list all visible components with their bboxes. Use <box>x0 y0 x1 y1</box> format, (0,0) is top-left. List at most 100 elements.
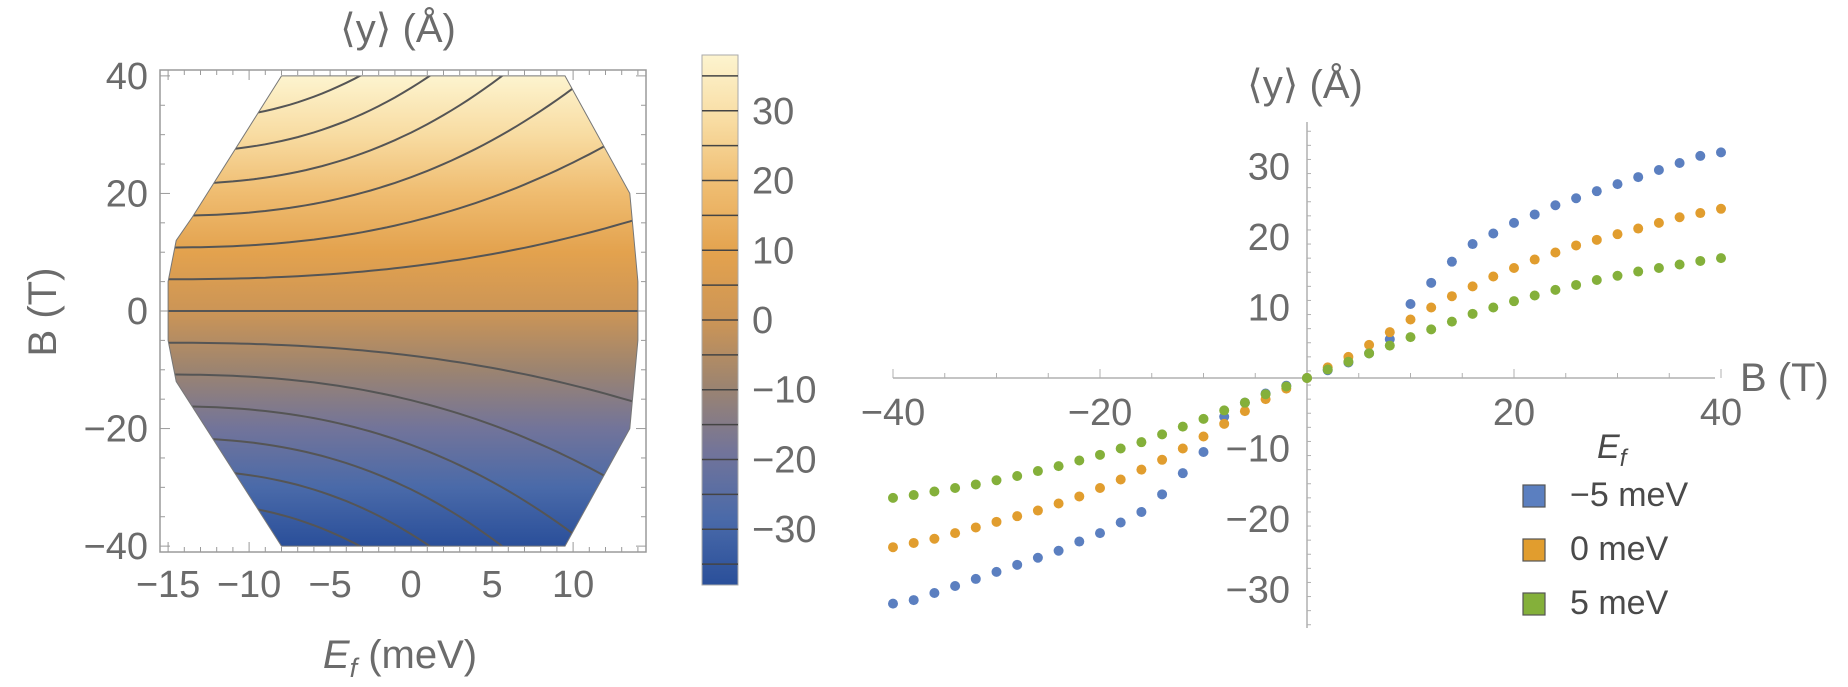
legend-title: Ef <box>1597 428 1629 472</box>
scatter-point <box>1239 397 1250 408</box>
scatter-point <box>1053 545 1064 556</box>
colorbar-level-lines <box>702 75 738 565</box>
scatter-y-tick-label: 20 <box>1248 217 1290 259</box>
scatter-point <box>1571 193 1582 204</box>
scatter-point <box>1695 150 1706 161</box>
scatter-point <box>1136 506 1147 517</box>
scatter-x-tick-labels: −40 −20 20 40 <box>861 392 1742 434</box>
scatter-point <box>1633 266 1644 277</box>
scatter-point <box>1219 418 1230 429</box>
scatter-point <box>1529 254 1540 265</box>
scatter-y-tick-label: 30 <box>1248 147 1290 189</box>
scatter-legend: Ef −5 meV 0 meV 5 meV <box>1522 428 1688 622</box>
scatter-point <box>1509 263 1519 274</box>
scatter-point <box>1198 447 1209 458</box>
scatter-point <box>1074 536 1085 547</box>
scatter-point <box>1509 296 1519 307</box>
scatter-point <box>1074 455 1085 466</box>
colorbar-tick-label: −30 <box>752 509 816 551</box>
scatter-point <box>1488 228 1499 239</box>
scatter-point <box>1716 147 1726 158</box>
scatter-point <box>1446 291 1457 302</box>
scatter-point <box>1612 179 1623 190</box>
scatter-point <box>1219 405 1230 416</box>
legend-swatch <box>1522 592 1546 616</box>
scatter-point <box>1177 443 1188 454</box>
scatter-point <box>1095 449 1105 460</box>
contour-x-tick-label: −10 <box>217 564 281 606</box>
scatter-point <box>1364 339 1375 350</box>
colorbar-tick-labels: 30 20 10 0 −10 −20 −30 <box>752 91 816 551</box>
scatter-point <box>1716 203 1726 214</box>
scatter-point <box>1591 275 1602 286</box>
scatter-point <box>1550 200 1561 211</box>
scatter-point <box>1550 247 1561 258</box>
contour-x-tick-label: −15 <box>136 564 200 606</box>
scatter-point <box>1322 364 1333 375</box>
contour-line <box>168 437 638 547</box>
scatter-point <box>1405 332 1416 343</box>
scatter-point <box>1591 186 1602 197</box>
contour-line <box>168 126 638 249</box>
scatter-point <box>1509 217 1519 228</box>
scatter-point <box>888 598 898 609</box>
scatter-point <box>1032 505 1043 516</box>
scatter-point <box>950 580 961 591</box>
contour-y-tick-label: −40 <box>84 526 148 568</box>
scatter-point <box>1695 208 1706 219</box>
contour-frame-ticks <box>160 70 646 552</box>
scatter-point <box>1405 298 1416 309</box>
scatter-point <box>1653 165 1664 176</box>
contour-line <box>168 405 638 547</box>
scatter-point <box>1488 302 1499 313</box>
scatter-point <box>1488 271 1499 282</box>
scatter-point <box>1239 406 1250 417</box>
scatter-y-tick-label: −10 <box>1226 429 1290 471</box>
scatter-y-tick-label: −30 <box>1226 570 1290 612</box>
scatter-point <box>1157 454 1168 465</box>
scatter-point <box>1157 429 1168 440</box>
scatter-point <box>1260 389 1271 400</box>
contour-x-tick-label: 10 <box>552 564 594 606</box>
scatter-point <box>908 595 919 606</box>
contour-x-tick-label: 0 <box>401 564 422 606</box>
scatter-point <box>1716 253 1726 264</box>
scatter-point <box>970 479 981 490</box>
scatter-point <box>1095 482 1105 493</box>
colorbar-tick-label: −10 <box>752 370 816 412</box>
scatter-point <box>908 490 919 501</box>
scatter-point <box>1612 229 1623 240</box>
scatter-point <box>1674 212 1685 223</box>
scatter-points <box>888 147 1726 609</box>
scatter-point <box>1426 277 1437 288</box>
scatter-panel: −40 −20 20 40 −30 −20 −10 10 20 30 ⟨y⟩ (Å) B (T)… <box>861 62 1829 628</box>
scatter-point <box>1177 468 1188 479</box>
scatter-point <box>1529 290 1540 301</box>
contour-fill-group <box>168 75 638 547</box>
scatter-point <box>991 516 1002 527</box>
scatter-point <box>1032 552 1043 563</box>
scatter-point <box>950 528 961 539</box>
scatter-point <box>1115 517 1126 528</box>
scatter-point <box>1115 443 1126 454</box>
scatter-x-tick-label: 20 <box>1493 392 1535 434</box>
scatter-point <box>1177 421 1188 432</box>
scatter-point <box>1095 528 1105 539</box>
scatter-point <box>991 475 1002 486</box>
scatter-point <box>1653 263 1664 274</box>
scatter-y-tick-labels: −30 −20 −10 10 20 30 <box>1226 147 1290 612</box>
scatter-y-tick-label: −20 <box>1226 499 1290 541</box>
scatter-point <box>1612 270 1623 281</box>
scatter-point <box>1053 498 1064 509</box>
scatter-point <box>1633 223 1644 234</box>
scatter-point <box>1529 209 1540 220</box>
scatter-point <box>1343 356 1354 367</box>
scatter-point <box>1674 259 1685 270</box>
scatter-point <box>1591 234 1602 245</box>
scatter-point <box>1157 489 1168 500</box>
contour-y-tick-label: 20 <box>106 173 148 215</box>
contour-panel: −15 −10 −5 0 5 10 −40 −20 0 20 40 ⟨y⟩ (Å) Ef (meV… <box>21 6 647 683</box>
scatter-x-tick-label: −20 <box>1068 392 1132 434</box>
scatter-point <box>929 588 940 599</box>
